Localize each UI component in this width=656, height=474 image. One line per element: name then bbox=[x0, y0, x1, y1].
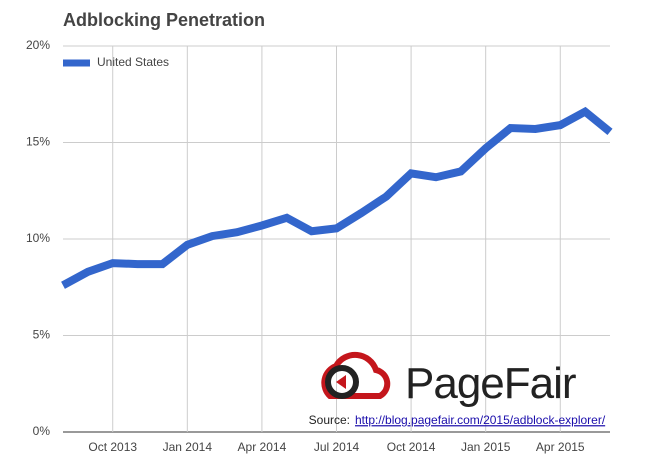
y-tick-label: 0% bbox=[33, 424, 51, 438]
source-url[interactable]: http://blog.pagefair.com/2015/adblock-ex… bbox=[355, 413, 606, 427]
plot bbox=[61, 106, 613, 289]
chart-title: Adblocking Penetration bbox=[63, 10, 265, 30]
y-tick-label: 15% bbox=[26, 135, 50, 149]
y-tick-label: 20% bbox=[26, 38, 50, 52]
x-tick-label: Oct 2014 bbox=[387, 440, 436, 454]
legend-label: United States bbox=[97, 55, 169, 69]
x-tick-label: Jan 2014 bbox=[163, 440, 213, 454]
source-label: Source: bbox=[309, 413, 350, 427]
logo-text: PageFair bbox=[405, 359, 576, 408]
series-line bbox=[61, 106, 613, 289]
x-tick-label: Oct 2013 bbox=[88, 440, 137, 454]
x-tick-label: Apr 2015 bbox=[536, 440, 585, 454]
x-tick-label: Apr 2014 bbox=[238, 440, 287, 454]
grid bbox=[63, 45, 610, 433]
x-tick-label: Jan 2015 bbox=[461, 440, 511, 454]
y-tick-label: 10% bbox=[26, 231, 50, 245]
x-tick-label: Jul 2014 bbox=[314, 440, 360, 454]
y-tick-label: 5% bbox=[33, 328, 51, 342]
logo-icon bbox=[321, 351, 391, 399]
